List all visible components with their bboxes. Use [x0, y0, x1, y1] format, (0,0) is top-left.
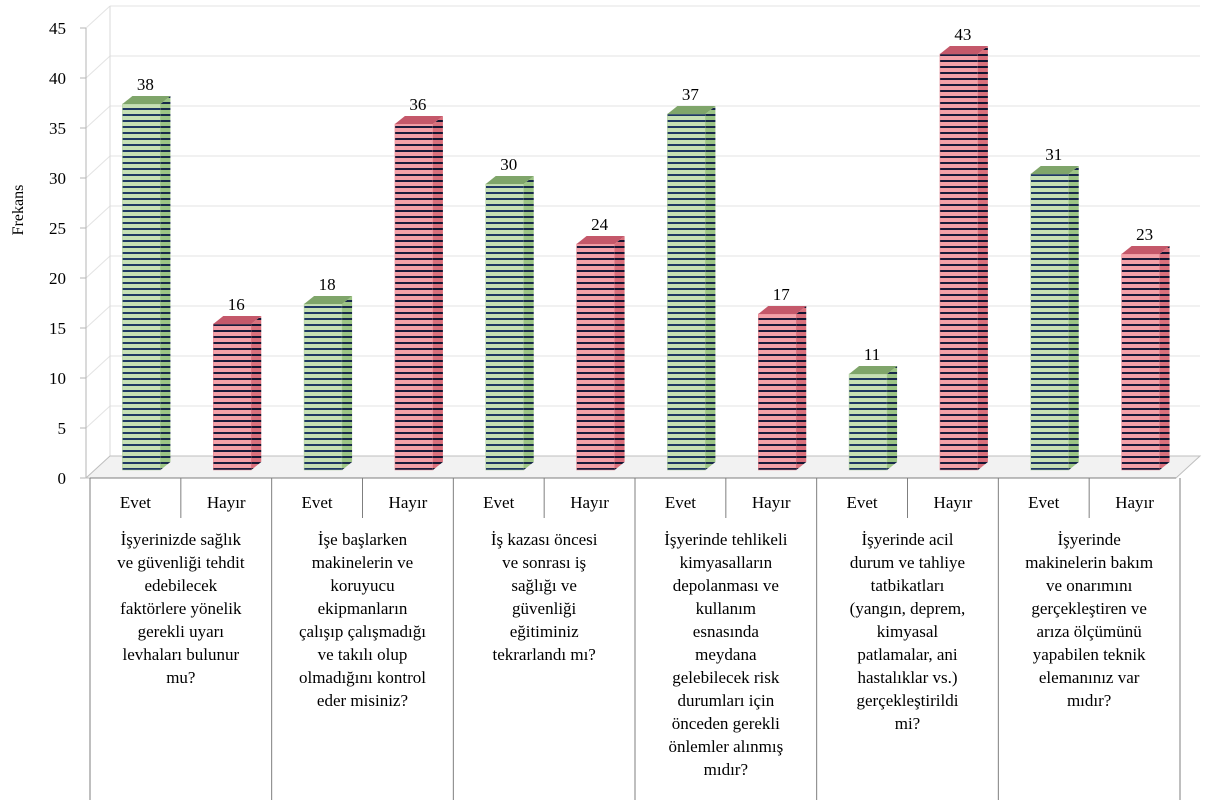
data-label: 38 [137, 75, 154, 94]
x-tick-label: Hayır [389, 493, 428, 512]
y-tick-label: 45 [49, 19, 66, 38]
data-label: 36 [409, 95, 426, 114]
bar-side [705, 106, 716, 470]
y-tick-label: 0 [58, 469, 67, 488]
bar-side [1068, 166, 1079, 470]
gridline-wall [85, 405, 111, 429]
bar-side [523, 176, 534, 470]
group-label: İşyerinde tehlikeli kimyasalların depola… [664, 530, 788, 779]
bar-top [213, 316, 262, 324]
data-label: 43 [954, 25, 971, 44]
bar [1121, 253, 1160, 471]
group-label: İşyerinde acil durum ve tahliye tatbikat… [849, 530, 966, 733]
data-label: 11 [864, 345, 880, 364]
x-tick-label: Hayır [207, 493, 246, 512]
bar-side [251, 316, 262, 470]
bar-side [887, 366, 898, 470]
bar-side [977, 46, 988, 470]
bar [848, 373, 888, 471]
gridline-wall [85, 105, 111, 129]
bar-top [304, 296, 353, 304]
y-tick-label: 15 [49, 319, 66, 338]
bar-top [576, 236, 625, 244]
bar [303, 303, 343, 471]
x-tick-label: Evet [847, 493, 878, 512]
x-tick-label: Hayır [1115, 493, 1154, 512]
x-tick-label: Evet [302, 493, 333, 512]
bar [394, 123, 434, 471]
data-label: 30 [500, 155, 517, 174]
x-tick-label: Evet [1028, 493, 1059, 512]
y-axis-title: Frekans [10, 185, 27, 236]
bar [485, 183, 524, 471]
gridline-wall [85, 205, 111, 229]
x-tick-label: Hayır [934, 493, 973, 512]
data-label: 23 [1136, 225, 1153, 244]
x-tick-label: Hayır [570, 493, 609, 512]
gridline-wall [85, 5, 111, 29]
data-label: 24 [591, 215, 609, 234]
y-tick-label: 5 [58, 419, 67, 438]
y-tick-label: 20 [49, 269, 66, 288]
data-labels: 38 16 18 36 30 24 37 17 11 43 31 23 [137, 25, 1153, 364]
bar-top [758, 306, 807, 314]
bar-side [160, 96, 171, 470]
bars [122, 46, 1170, 471]
gridline-wall [85, 155, 111, 179]
bar-top [1121, 246, 1170, 254]
bar [939, 53, 979, 471]
gridline-wall [85, 55, 111, 79]
gridline-wall [85, 355, 111, 379]
group-label: İş kazası öncesi ve sonrası iş sağlığı v… [490, 530, 598, 664]
bar [576, 243, 615, 471]
bar [1030, 173, 1069, 471]
group-label: İşyerinde makinelerin bakım ve onarımını… [1025, 530, 1154, 710]
data-label: 17 [773, 285, 791, 304]
y-tick-label: 10 [49, 369, 66, 388]
bar [758, 313, 797, 471]
gridline-wall [85, 305, 111, 329]
y-tick-label: 40 [49, 69, 66, 88]
gridline-wall [85, 255, 111, 279]
bar-side [614, 236, 625, 470]
bar-side [1159, 246, 1170, 470]
bar-top [1030, 166, 1079, 174]
data-label: 37 [682, 85, 700, 104]
bar-top [122, 96, 171, 104]
y-tick-label: 35 [49, 119, 66, 138]
bar-top [485, 176, 534, 184]
x-tick-label: Evet [120, 493, 151, 512]
bar-side [796, 306, 807, 470]
bar-top [939, 46, 988, 54]
bar-side [432, 116, 443, 470]
group-label: İşyerinizde sağlık ve güvenliği tehdit e… [117, 530, 245, 687]
y-tick-label: 30 [49, 169, 66, 188]
bar-top [667, 106, 716, 114]
y-tick-labels: 0 5 10 15 20 25 30 35 40 45 [49, 19, 66, 488]
y-tick-label: 25 [49, 219, 66, 238]
data-label: 16 [228, 295, 245, 314]
data-label: 18 [319, 275, 336, 294]
bar-side [342, 296, 353, 470]
category-table: Evet Hayır Evet Hayır Evet Hayır Evet Hayır Evet… [89, 477, 1181, 800]
x-tick-label: Evet [483, 493, 514, 512]
bar [122, 103, 161, 471]
bar-top [394, 116, 443, 124]
gridlines [85, 5, 1200, 479]
bar-top [849, 366, 898, 374]
x-tick-label: Hayır [752, 493, 791, 512]
x-tick-label: Evet [665, 493, 696, 512]
data-label: 31 [1045, 145, 1062, 164]
bar [667, 113, 706, 471]
bar [213, 323, 252, 471]
group-label: İşe başlarken makinelerin ve koruyucu ek… [298, 530, 426, 710]
